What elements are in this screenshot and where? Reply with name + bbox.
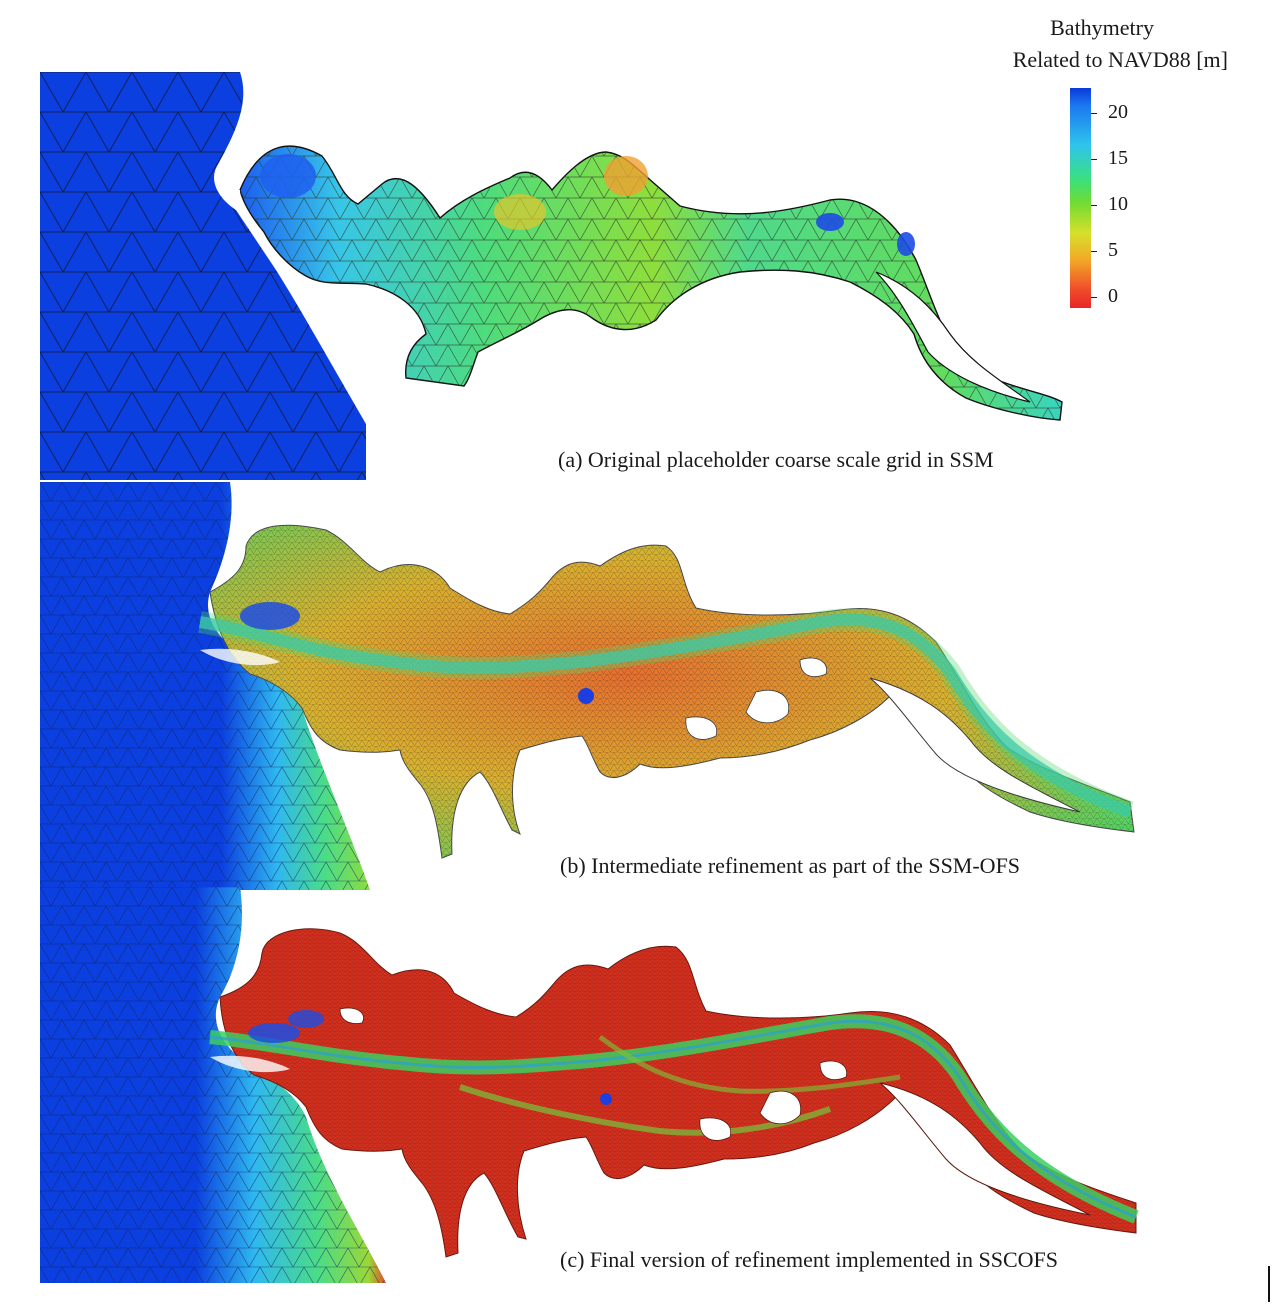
panel-b-caption: (b) Intermediate refinement as part of t… xyxy=(560,853,1021,878)
colorbar-tick xyxy=(1091,113,1097,114)
colorbar-tick-label: 5 xyxy=(1108,239,1118,261)
colorbar-tick-label: 0 xyxy=(1108,285,1118,307)
colorbar xyxy=(1070,88,1091,308)
edge-mark xyxy=(1268,1266,1270,1302)
map-panel-c xyxy=(40,887,1140,1283)
colorbar-tick xyxy=(1091,251,1097,252)
legend-title: Bathymetry xyxy=(1050,15,1154,40)
panel-c-caption: (c) Final version of refinement implemen… xyxy=(560,1247,1058,1272)
panel-a-caption: (a) Original placeholder coarse scale gr… xyxy=(558,447,994,472)
colorbar-tick-label: 20 xyxy=(1108,101,1128,123)
legend-subtitle: Related to NAVD88 [m] xyxy=(1012,47,1228,72)
colorbar-tick xyxy=(1091,297,1097,298)
map-panel-a xyxy=(40,72,1140,480)
colorbar-tick-label: 15 xyxy=(1108,147,1128,169)
colorbar-tick xyxy=(1091,205,1097,206)
colorbar-tick-label: 10 xyxy=(1108,193,1128,215)
map-panel-b xyxy=(40,482,1140,890)
colorbar-tick xyxy=(1091,159,1097,160)
